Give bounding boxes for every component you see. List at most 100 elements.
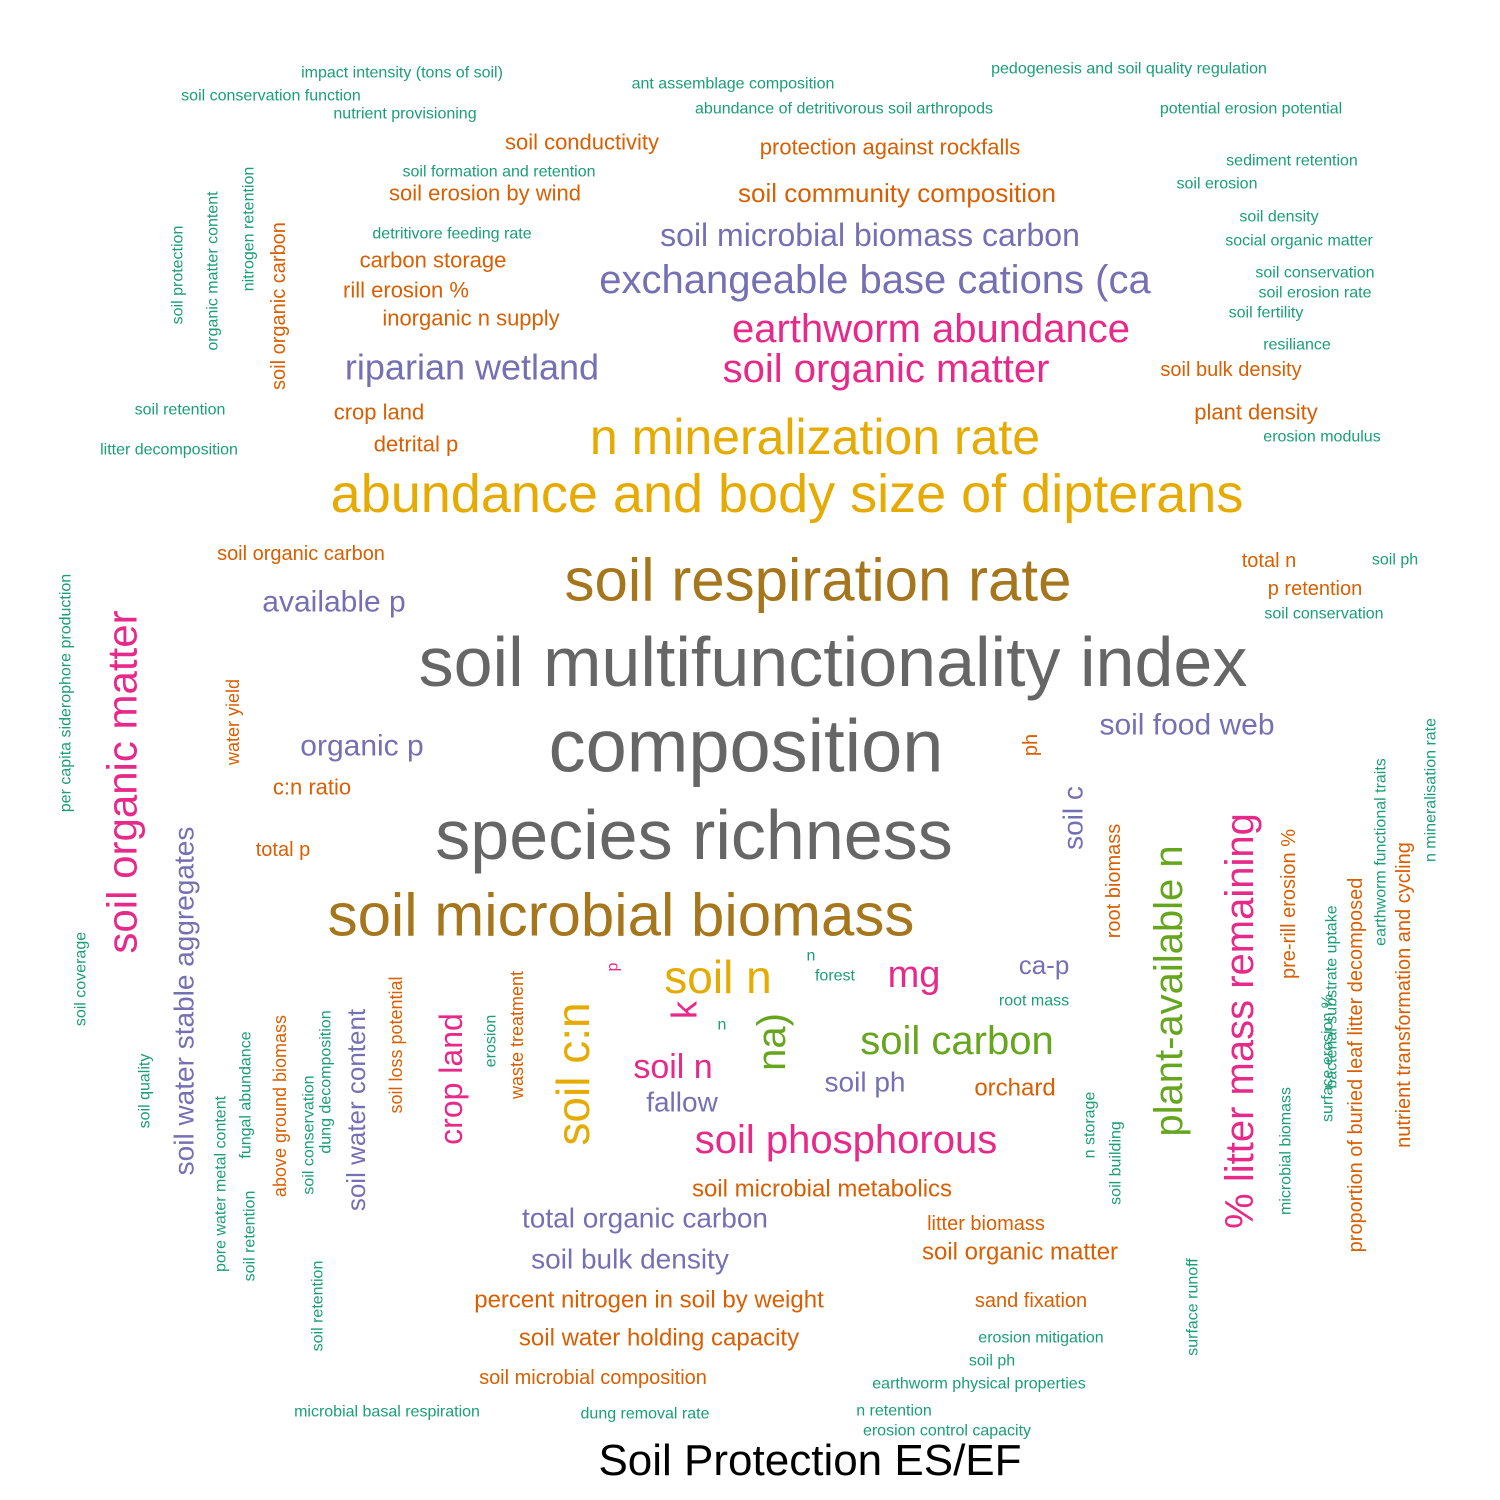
word-p-retention: p retention bbox=[1268, 578, 1363, 600]
word-na: na) bbox=[750, 1013, 794, 1071]
word-total-n: total n bbox=[1242, 550, 1296, 572]
word-soil-c-n: soil c:n bbox=[547, 1002, 599, 1145]
word-inorganic-n-supply: inorganic n supply bbox=[382, 306, 559, 331]
word-total-p: total p bbox=[256, 839, 310, 861]
word-soil-ph: soil ph bbox=[1372, 552, 1418, 569]
word-carbon-storage: carbon storage bbox=[360, 248, 507, 273]
word-potential-erosion-potential: potential erosion potential bbox=[1160, 101, 1342, 118]
word-soil-organic-carbon: soil organic carbon bbox=[268, 222, 290, 390]
word-plant-available-n: plant-available n bbox=[1147, 845, 1191, 1136]
word-soil-conservation: soil conservation bbox=[1264, 606, 1383, 623]
word-litter-decomposition: litter decomposition bbox=[100, 442, 238, 459]
word-fungal-abundance: fungal abundance bbox=[238, 1031, 255, 1158]
word-soil-formation-and-retention: soil formation and retention bbox=[403, 164, 596, 181]
word-organic-matter-content: organic matter content bbox=[205, 191, 222, 351]
word-protection-against-rockfalls: protection against rockfalls bbox=[760, 135, 1020, 160]
word-rill-erosion: rill erosion % bbox=[343, 278, 469, 303]
word-per-capita-siderophore-production: per capita siderophore production bbox=[58, 574, 75, 812]
word-c-n-ratio: c:n ratio bbox=[273, 775, 351, 800]
word-composition: composition bbox=[549, 705, 944, 788]
word-soil-phosphorous: soil phosphorous bbox=[695, 1118, 997, 1162]
word-crop-land: crop land bbox=[433, 1013, 469, 1145]
word-detritivore-feeding-rate: detritivore feeding rate bbox=[372, 226, 531, 243]
word-soil-quality: soil quality bbox=[137, 1054, 154, 1129]
word-soil-carbon: soil carbon bbox=[860, 1019, 1053, 1063]
word-social-organic-matter: social organic matter bbox=[1225, 233, 1373, 250]
word-orchard: orchard bbox=[974, 1075, 1055, 1102]
word-resiliance: resiliance bbox=[1263, 337, 1331, 354]
word-organic-p: organic p bbox=[300, 730, 423, 763]
word-litter-mass-remaining: % litter mass remaining bbox=[1218, 813, 1262, 1229]
word-n-retention: n retention bbox=[856, 1403, 932, 1420]
word-soil-microbial-biomass-carbon: soil microbial biomass carbon bbox=[660, 217, 1080, 253]
word-nutrient-provisioning: nutrient provisioning bbox=[333, 106, 476, 123]
word-soil-erosion-rate: soil erosion rate bbox=[1259, 285, 1372, 302]
word-pore-water-metal-content: pore water metal content bbox=[213, 1095, 230, 1272]
word-p: p bbox=[605, 962, 622, 971]
word-impact-intensity-tons-of-soil: impact intensity (tons of soil) bbox=[301, 65, 503, 82]
word-soil-microbial-biomass: soil microbial biomass bbox=[328, 882, 915, 949]
word-ant-assemblage-composition: ant assemblage composition bbox=[632, 76, 835, 93]
word-waste-treatment: waste treatment bbox=[507, 971, 527, 1100]
word-soil-multifunctionality-index: soil multifunctionality index bbox=[419, 623, 1248, 701]
word-percent-nitrogen-in-soil-by-weight: percent nitrogen in soil by weight bbox=[474, 1287, 824, 1314]
word-soil-organic-matter: soil organic matter bbox=[922, 1239, 1118, 1266]
word-soil-retention: soil retention bbox=[310, 1261, 327, 1352]
chart-title: Soil Protection ES/EF bbox=[598, 1436, 1022, 1485]
word-n-storage: n storage bbox=[1082, 1092, 1099, 1159]
word-earthworm-abundance: earthworm abundance bbox=[732, 307, 1130, 351]
word-erosion-modulus: erosion modulus bbox=[1263, 429, 1380, 446]
word-mg: mg bbox=[888, 954, 941, 996]
word-total-organic-carbon: total organic carbon bbox=[522, 1203, 768, 1234]
word-earthworm-physical-properties: earthworm physical properties bbox=[872, 1376, 1085, 1393]
word-soil-conservation: soil conservation bbox=[1255, 265, 1374, 282]
word-ph: ph bbox=[1020, 734, 1042, 756]
word-surface-erosion: surface erosion % bbox=[1320, 994, 1337, 1122]
word-erosion-mitigation: erosion mitigation bbox=[978, 1330, 1103, 1347]
word-dung-decomposition: dung decomposition bbox=[318, 1010, 335, 1153]
word-soil-organic-matter: soil organic matter bbox=[99, 610, 146, 953]
word-sediment-retention: sediment retention bbox=[1226, 153, 1358, 170]
word-exchangeable-base-cations-ca: exchangeable base cations (ca bbox=[599, 258, 1151, 302]
word-soil-density: soil density bbox=[1239, 209, 1318, 226]
word-available-p: available p bbox=[262, 586, 405, 619]
word-soil-fertility: soil fertility bbox=[1229, 305, 1304, 322]
word-root-mass: root mass bbox=[999, 993, 1069, 1010]
word-soil-water-holding-capacity: soil water holding capacity bbox=[519, 1325, 799, 1352]
word-n-mineralization-rate: n mineralization rate bbox=[590, 409, 1040, 465]
word-soil-n: soil n bbox=[633, 1048, 712, 1086]
word-n-mineralisation-rate: n mineralisation rate bbox=[1423, 718, 1440, 862]
word-erosion-control-capacity: erosion control capacity bbox=[863, 1423, 1031, 1440]
word-nutrient-transformation-and-cycling: nutrient transformation and cycling bbox=[1393, 842, 1415, 1148]
word-soil-ph: soil ph bbox=[969, 1353, 1015, 1370]
word-sand-fixation: sand fixation bbox=[975, 1290, 1087, 1312]
word-soil-erosion: soil erosion bbox=[1177, 176, 1258, 193]
word-soil-coverage: soil coverage bbox=[73, 932, 90, 1026]
word-soil-community-composition: soil community composition bbox=[738, 178, 1056, 208]
word-forest: forest bbox=[815, 968, 856, 985]
word-soil-ph: soil ph bbox=[825, 1067, 906, 1098]
word-fallow: fallow bbox=[646, 1087, 718, 1118]
word-soil-protection: soil protection bbox=[170, 226, 187, 325]
word-soil-microbial-metabolics: soil microbial metabolics bbox=[692, 1176, 952, 1203]
word-soil-water-content: soil water content bbox=[341, 1008, 371, 1211]
word-soil-organic-matter: soil organic matter bbox=[723, 347, 1050, 391]
word-root-biomass: root biomass bbox=[1103, 824, 1125, 939]
word-abundance-and-body-size-of-dipterans: abundance and body size of dipterans bbox=[331, 464, 1244, 524]
word-crop-land: crop land bbox=[334, 400, 425, 425]
word-above-ground-biomass: above ground biomass bbox=[270, 1015, 290, 1197]
word-microbial-basal-respiration: microbial basal respiration bbox=[294, 1404, 480, 1421]
word-n: n bbox=[807, 948, 816, 965]
word-soil-microbial-composition: soil microbial composition bbox=[479, 1367, 707, 1389]
word-dung-removal-rate: dung removal rate bbox=[581, 1406, 710, 1423]
word-soil-conductivity: soil conductivity bbox=[505, 130, 659, 155]
word-n: n bbox=[718, 1017, 727, 1034]
word-k: k bbox=[664, 1000, 705, 1019]
word-soil-erosion-by-wind: soil erosion by wind bbox=[389, 181, 581, 206]
word-species-richness: species richness bbox=[435, 796, 952, 874]
word-earthworm-functional-traits: earthworm functional traits bbox=[1373, 758, 1390, 946]
word-microbial-biomass: microbial biomass bbox=[1278, 1087, 1295, 1215]
word-bacterial-substrate-uptake: bacterial substrate uptake bbox=[1324, 905, 1341, 1088]
